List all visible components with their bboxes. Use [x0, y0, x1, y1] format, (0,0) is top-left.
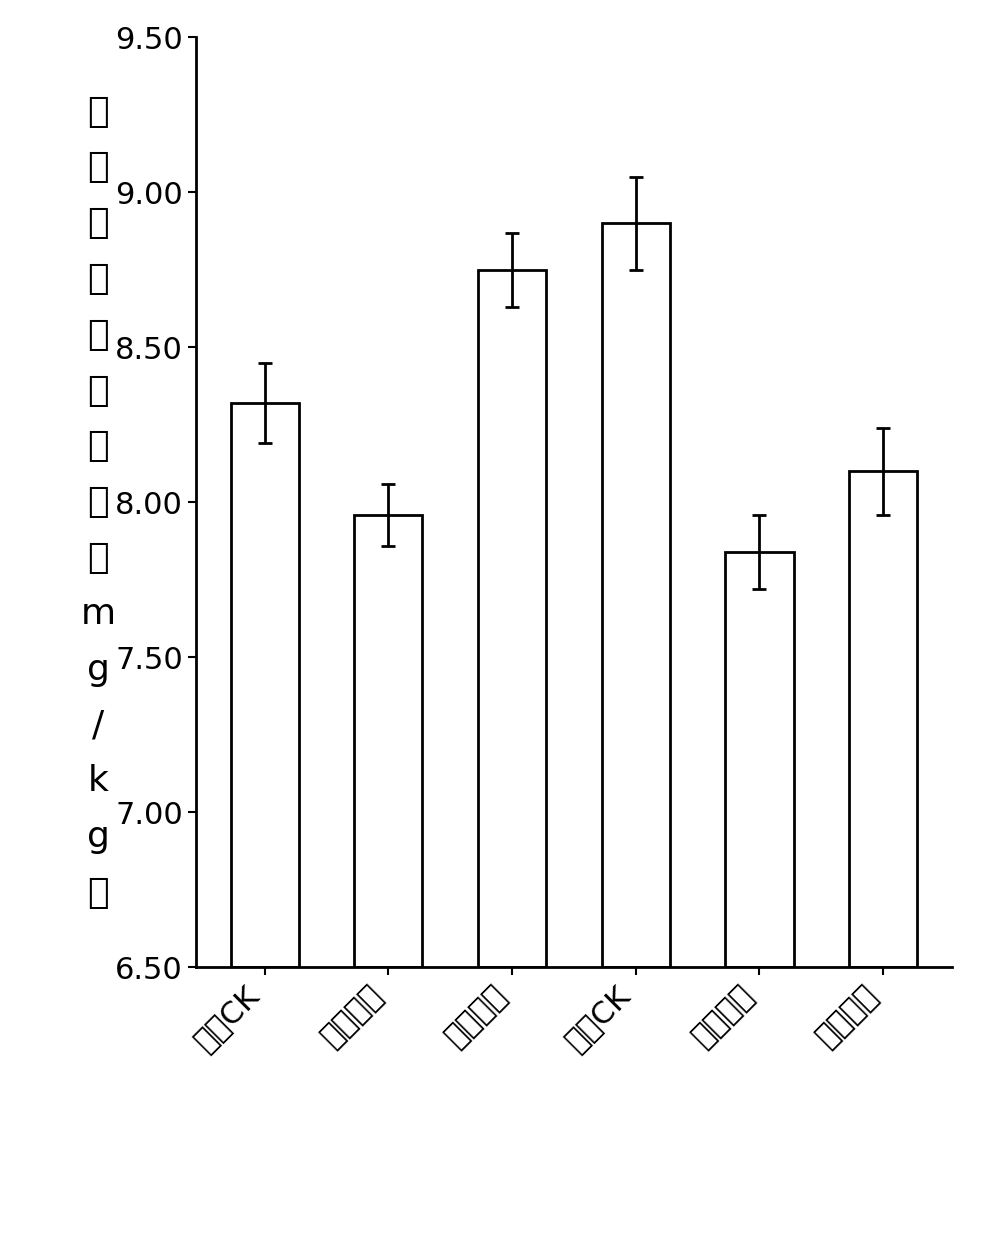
Bar — [850, 471, 917, 967]
Text: ）: ） — [87, 875, 109, 910]
Bar — [354, 515, 422, 967]
Text: 有: 有 — [87, 206, 109, 241]
Bar — [231, 403, 298, 967]
Text: 态: 态 — [87, 317, 109, 352]
Text: 效: 效 — [87, 262, 109, 296]
Text: 含: 含 — [87, 429, 109, 464]
Text: /: / — [92, 708, 104, 743]
Text: m: m — [80, 596, 116, 631]
Text: 镉: 镉 — [87, 373, 109, 408]
Bar — [478, 269, 546, 967]
Bar — [726, 552, 794, 967]
Text: （: （ — [87, 541, 109, 575]
Text: g: g — [86, 652, 110, 687]
Text: 量: 量 — [87, 485, 109, 520]
Text: 土: 土 — [87, 94, 109, 129]
Text: k: k — [87, 764, 109, 799]
Text: g: g — [86, 820, 110, 854]
Bar — [601, 223, 670, 967]
Text: 壤: 壤 — [87, 150, 109, 185]
